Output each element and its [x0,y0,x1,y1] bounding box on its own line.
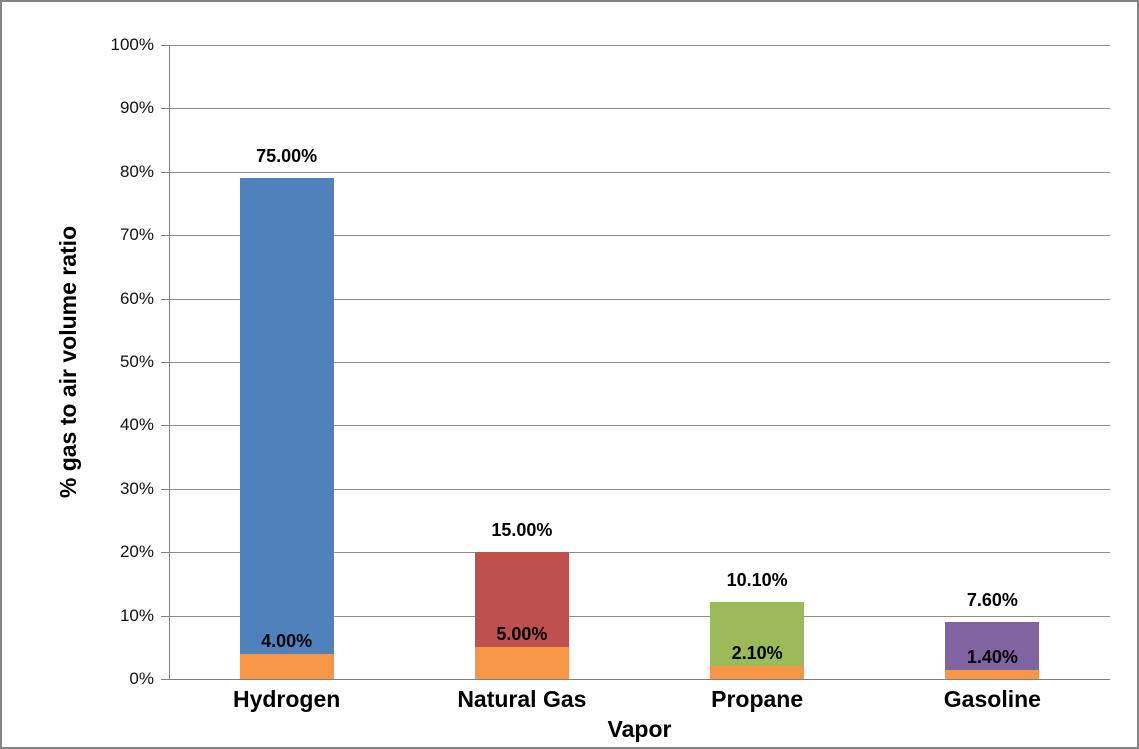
y-axis-tick [161,488,169,490]
bar-segment-lower-gasoline [945,670,1040,679]
y-axis-tick-label: 100% [110,35,154,54]
bar-segment-upper-propane [710,601,805,666]
gridline [169,171,1110,173]
y-axis-tick-label: 30% [119,478,154,498]
bar-segment-lower-propane [710,665,805,679]
data-label-upper-propane: 10.10% [726,569,788,590]
bar-segment-lower-hydrogen [239,653,334,679]
category-label-propane: Propane [711,686,804,712]
y-axis-title: % gas to air volume ratio [55,225,81,499]
category-label-gasoline: Gasoline [943,686,1041,712]
y-axis-tick [161,171,169,173]
y-axis-tick-label: 80% [119,161,154,181]
data-label-lower-natural-gas: 5.00% [496,624,548,645]
gridline [169,488,1110,490]
gridline [169,298,1110,300]
y-axis-tick-label: 70% [119,225,154,245]
y-axis-tick-label: 20% [119,542,154,562]
category-label-natural-gas: Natural Gas [457,686,587,712]
y-axis-tick [161,362,169,363]
bar-segment-upper-hydrogen [239,178,334,654]
bar-segment-lower-natural-gas [474,647,569,679]
y-axis-tick [161,679,169,680]
bar-segment-upper-gasoline [945,621,1040,671]
data-label-lower-hydrogen: 4.00% [261,630,313,651]
y-axis-tick-label: 50% [119,352,154,371]
y-axis-line [169,45,170,680]
data-label-lower-gasoline: 1.40% [966,647,1018,668]
y-axis-tick [161,298,169,300]
data-label-upper-hydrogen: 75.00% [256,146,318,167]
y-axis-tick [161,425,169,427]
y-axis-tick-label: 0% [129,669,154,688]
gridline [169,615,1110,617]
y-axis-tick-label: 10% [119,605,154,625]
y-axis-tick [161,45,169,46]
y-axis-tick-label: 40% [119,415,154,435]
data-label-upper-natural-gas: 15.00% [491,520,553,541]
x-axis-line [169,679,1110,680]
gridline [169,108,1110,110]
gridline [169,235,1110,237]
gridline [169,425,1110,427]
y-axis-tick [161,235,169,237]
data-label-lower-propane: 2.10% [731,642,783,663]
y-axis-tick-label: 90% [119,98,154,118]
y-axis-tick-label: 60% [119,288,154,308]
data-label-upper-gasoline: 7.60% [966,589,1018,610]
gridline [169,45,1110,46]
y-axis-tick [161,552,169,554]
gridline [169,362,1110,363]
x-axis-title: Vapor [607,716,672,742]
y-axis-tick [161,615,169,617]
gridline [169,552,1110,554]
bar-segment-upper-natural-gas [474,552,569,648]
category-label-hydrogen: Hydrogen [232,686,341,712]
y-axis-tick [161,108,169,110]
